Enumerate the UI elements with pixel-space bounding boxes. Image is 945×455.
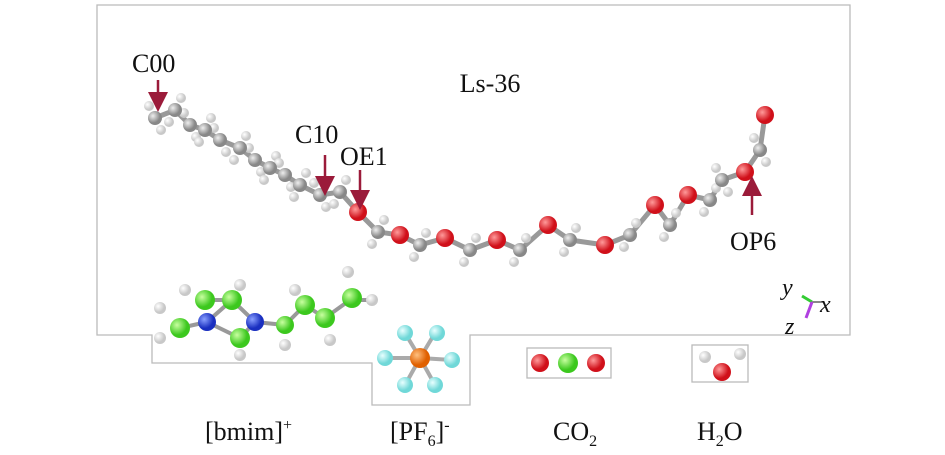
species-label: CO2 — [553, 417, 597, 450]
atom — [333, 185, 347, 199]
atom-label: C00 — [132, 49, 175, 78]
atom — [563, 233, 577, 247]
species-label: H2O — [697, 417, 743, 450]
polymer-chain — [144, 93, 774, 267]
bmim-molecule — [154, 266, 378, 361]
atom — [176, 93, 186, 103]
atom-label: OP6 — [730, 227, 776, 256]
atom — [413, 238, 427, 252]
atom — [233, 141, 247, 155]
species-label: [bmim]+ — [205, 417, 292, 446]
atom — [391, 226, 409, 244]
atom-label: OE1 — [340, 142, 388, 171]
atom — [711, 163, 721, 173]
atom — [248, 153, 262, 167]
atom — [321, 202, 331, 212]
atom — [521, 233, 531, 243]
atom — [241, 131, 251, 141]
frame — [96, 4, 851, 406]
atom — [631, 218, 641, 228]
atom — [761, 157, 771, 167]
atom — [301, 168, 311, 178]
atom — [289, 192, 299, 202]
axis-label: z — [784, 314, 795, 340]
atom — [753, 143, 767, 157]
co2-molecule — [531, 353, 605, 373]
atom — [756, 106, 774, 124]
atom — [221, 147, 231, 157]
axis-label: y — [780, 275, 793, 301]
atom — [513, 243, 527, 257]
species-label: [PF6]- — [390, 417, 450, 450]
atom — [471, 233, 481, 243]
atom — [198, 123, 212, 137]
atom — [409, 252, 419, 262]
atom — [463, 243, 477, 257]
atom — [436, 229, 454, 247]
atom — [488, 231, 506, 249]
atom — [183, 118, 197, 132]
atom — [736, 163, 754, 181]
atom — [619, 242, 629, 252]
atom — [144, 101, 154, 111]
atom — [646, 196, 664, 214]
atom — [571, 223, 581, 233]
atom — [663, 218, 677, 232]
atom — [749, 133, 759, 143]
atom — [278, 168, 292, 182]
atom — [379, 215, 389, 225]
title: Ls-36 — [460, 69, 521, 98]
atom — [715, 173, 729, 187]
atom — [459, 257, 469, 267]
atom — [671, 208, 681, 218]
atom — [148, 111, 162, 125]
axis-triad — [801, 294, 824, 319]
atom — [679, 186, 697, 204]
atom — [309, 178, 319, 188]
atom — [263, 161, 277, 175]
atom — [421, 228, 431, 238]
atom — [539, 216, 557, 234]
atom — [723, 187, 733, 197]
atom — [596, 236, 614, 254]
atom — [703, 193, 717, 207]
atom — [213, 133, 227, 147]
atom — [293, 178, 307, 192]
co2-box — [526, 347, 612, 379]
h2o-box — [691, 344, 749, 383]
atom — [329, 199, 339, 209]
atom — [156, 125, 166, 135]
atom — [229, 155, 239, 165]
atom — [164, 117, 174, 127]
atom — [313, 188, 327, 202]
atom — [168, 103, 182, 117]
atom — [367, 239, 377, 249]
atom — [349, 203, 367, 221]
atom — [659, 232, 669, 242]
atom — [559, 247, 569, 257]
atom-label: C10 — [295, 120, 338, 149]
atom — [371, 225, 385, 239]
atom — [509, 257, 519, 267]
axis-label: x — [819, 292, 831, 318]
atom — [699, 207, 709, 217]
h2o-molecule — [699, 348, 746, 381]
pf6-molecule — [377, 325, 460, 393]
atom — [206, 113, 216, 123]
atom — [341, 175, 351, 185]
atom — [259, 175, 269, 185]
atom — [194, 137, 204, 147]
atom — [623, 228, 637, 242]
